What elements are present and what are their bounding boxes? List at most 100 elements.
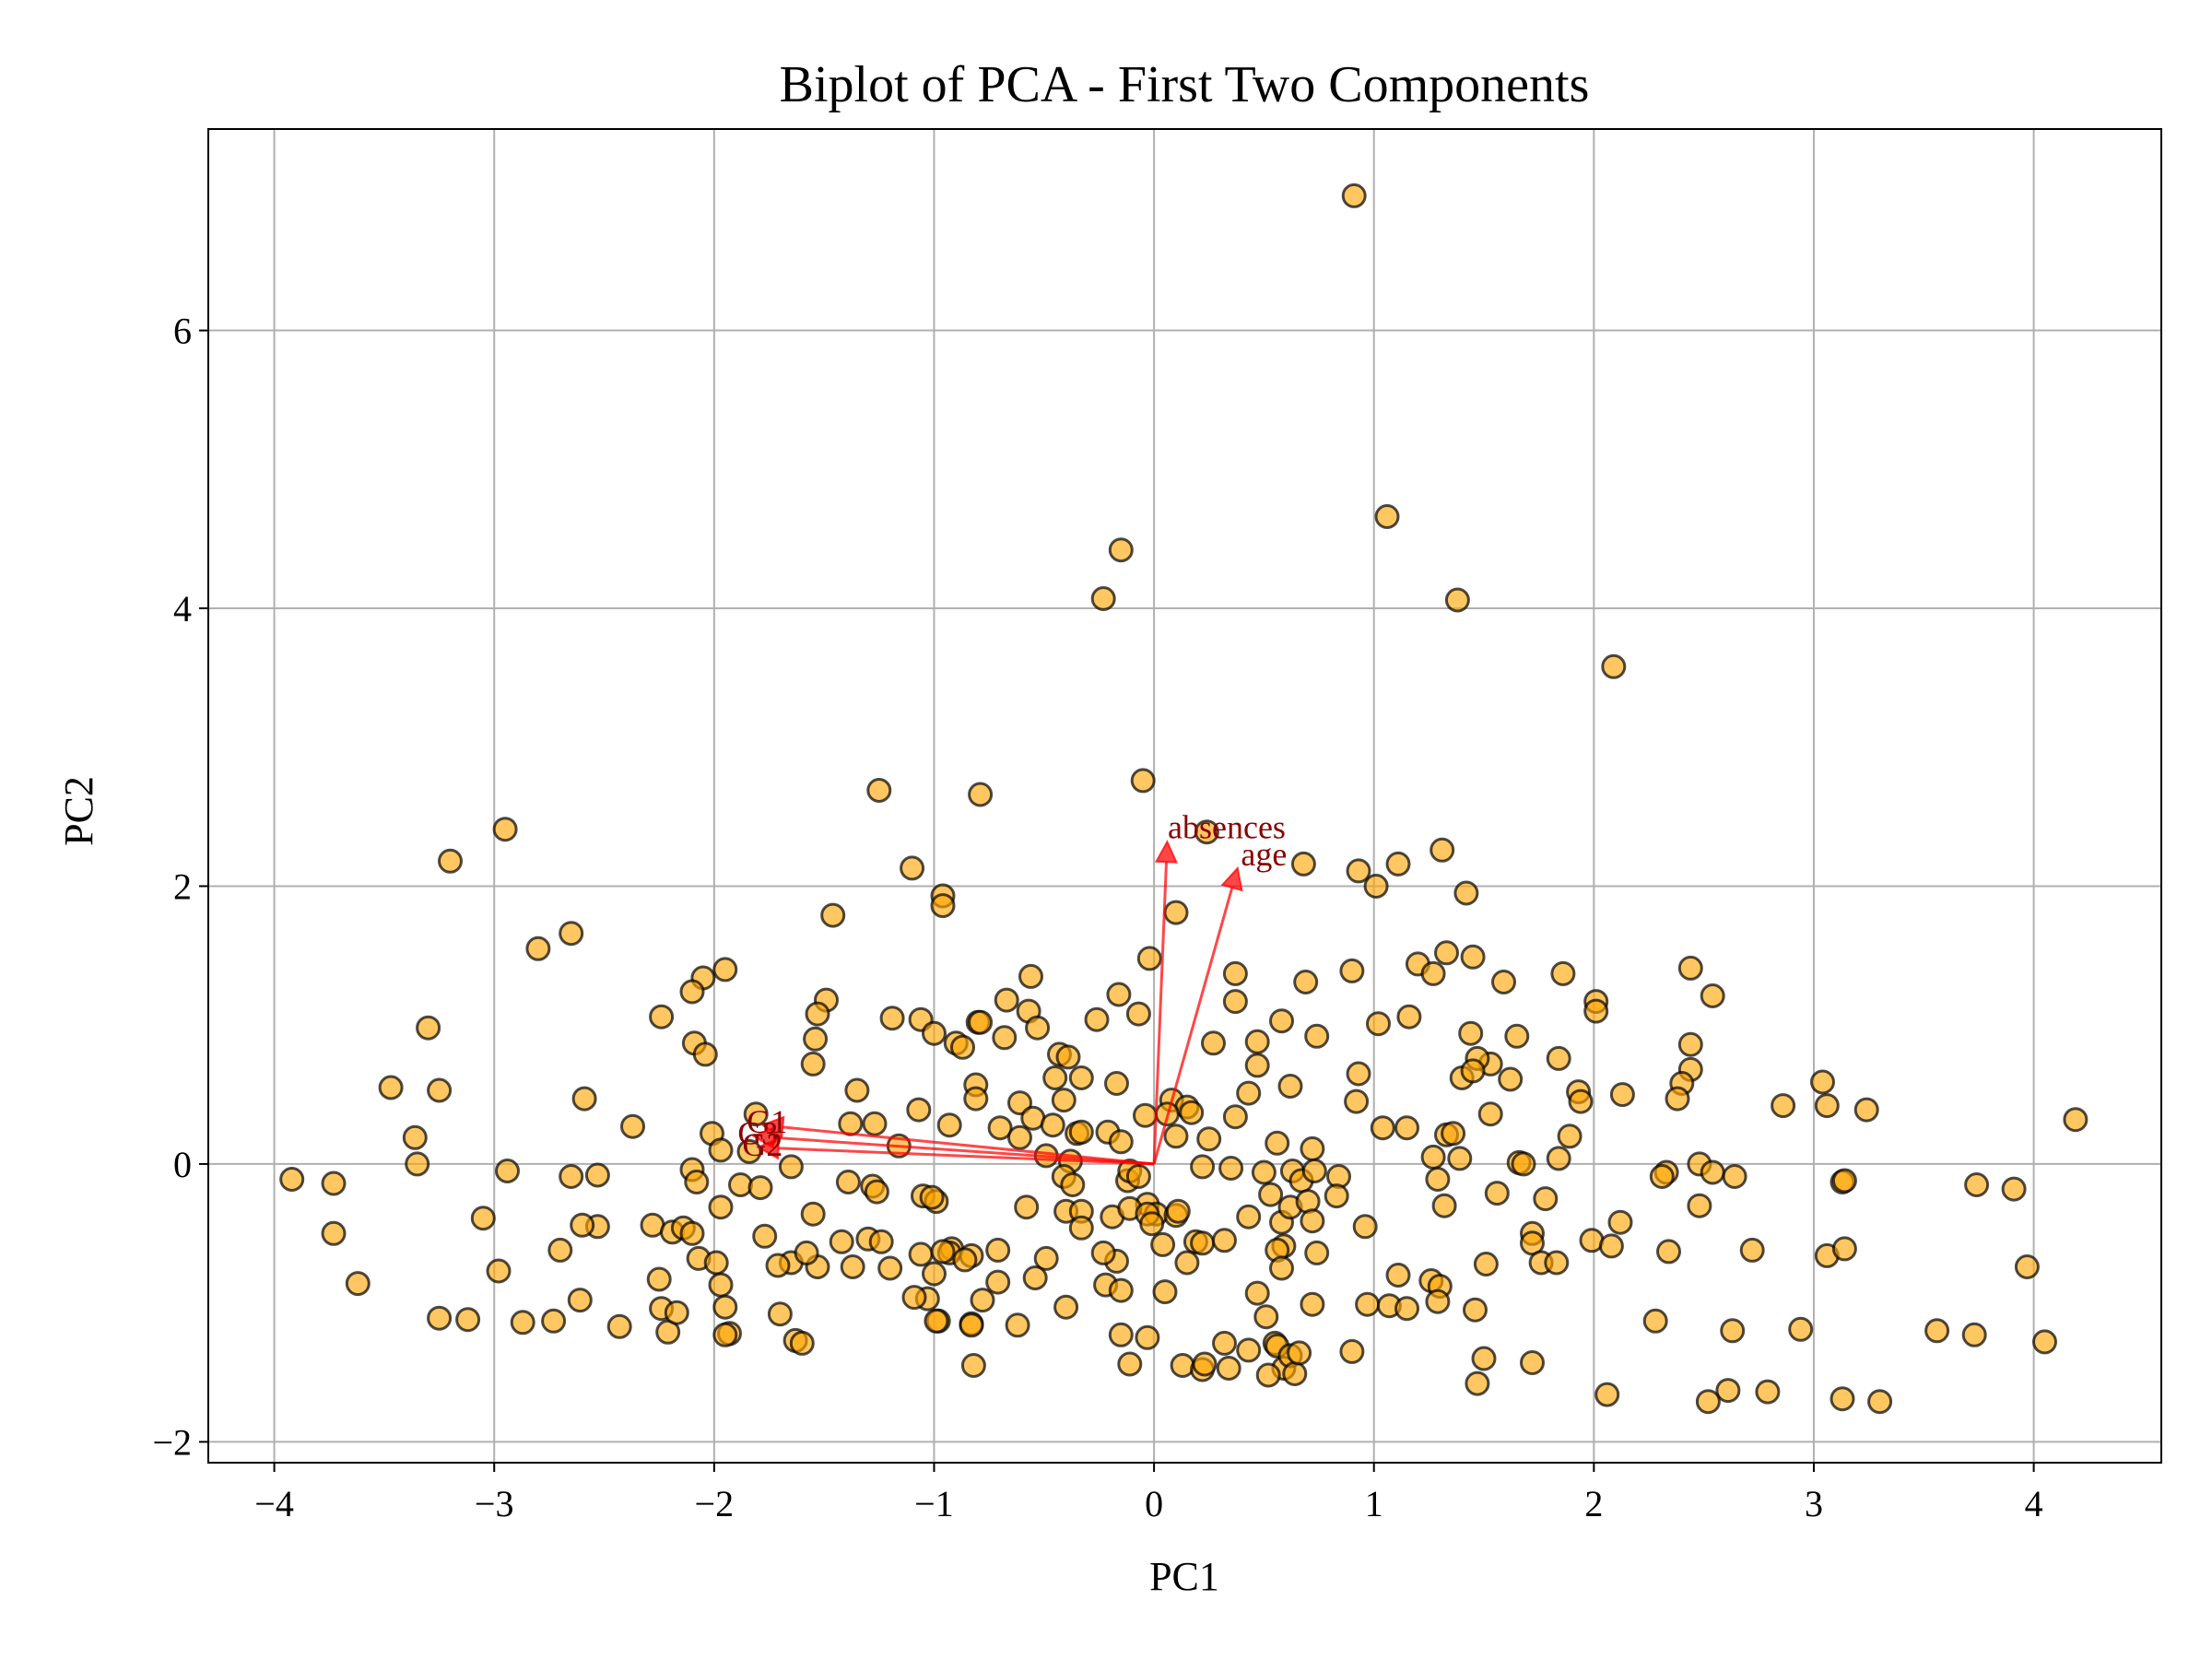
scatter-point — [968, 1009, 994, 1035]
scatter-point — [1269, 1255, 1294, 1281]
scatter-point — [1598, 1233, 1624, 1259]
scatter-point — [789, 1330, 815, 1356]
scatter-point — [416, 1015, 441, 1041]
scatter-point — [1460, 944, 1486, 970]
scatter-point — [1346, 1061, 1371, 1087]
scatter-point — [985, 1269, 1011, 1295]
scatter-point — [994, 987, 1019, 1013]
scatter-point — [1396, 1004, 1422, 1030]
scatter-point — [1771, 1093, 1796, 1119]
scatter-point — [684, 1170, 710, 1194]
scatter-point — [1194, 819, 1219, 845]
scatter-point — [1068, 1065, 1094, 1090]
scatter-point — [1491, 970, 1516, 994]
scatter-point — [1656, 1239, 1681, 1265]
scatter-point — [510, 1310, 535, 1335]
scatter-point — [1018, 963, 1043, 989]
scatter-point — [1344, 1088, 1370, 1114]
scatter-point — [1139, 1211, 1165, 1237]
scatter-point — [2063, 1107, 2088, 1133]
scatter-point — [1465, 1371, 1490, 1396]
scatter-point — [1550, 960, 1576, 986]
scatter-point — [321, 1220, 347, 1246]
scatter-point — [1700, 983, 1725, 1008]
scatter-point — [862, 1111, 888, 1136]
scatter-point — [708, 1137, 734, 1163]
scatter-point — [800, 1201, 826, 1227]
scatter-point — [1642, 1308, 1668, 1334]
x-tick-label: −4 — [254, 1483, 294, 1524]
scatter-point — [767, 1301, 793, 1327]
scatter-point — [1420, 1144, 1446, 1170]
scatter-point — [1425, 1167, 1451, 1192]
scatter-point — [1090, 1240, 1116, 1265]
scatter-point — [919, 1184, 945, 1210]
scatter-point — [1504, 1023, 1530, 1049]
scatter-point — [1830, 1386, 1855, 1412]
scatter-point — [712, 1322, 738, 1347]
y-tick-label: 4 — [173, 588, 192, 629]
scatter-point — [1007, 1124, 1032, 1150]
scatter-point — [1700, 1159, 1725, 1185]
scatter-point — [1394, 1296, 1419, 1322]
scatter-point — [703, 1250, 729, 1276]
scatter-point — [743, 1101, 769, 1127]
scatter-point — [1269, 1008, 1294, 1034]
scatter-point — [1218, 1156, 1244, 1181]
scatter-point — [1251, 1159, 1277, 1185]
scatter-point — [1557, 1124, 1583, 1149]
loading-label-absences: absences — [1168, 808, 1286, 845]
scatter-point — [1601, 653, 1627, 679]
scatter-point — [1546, 1146, 1571, 1171]
scatter-point — [1005, 1312, 1030, 1338]
scatter-point — [1125, 1164, 1151, 1189]
scatter-point — [820, 902, 846, 928]
scatter-point — [679, 1220, 705, 1246]
loading-arrowhead-absences — [1154, 839, 1179, 864]
scatter-point — [1163, 900, 1189, 925]
scatter-point — [1460, 1058, 1486, 1084]
scatter-point — [1222, 1104, 1248, 1130]
scatter-point — [1170, 1353, 1195, 1378]
scatter-point — [901, 1285, 927, 1311]
scatter-point — [992, 1025, 1018, 1051]
scatter-point — [378, 1075, 404, 1100]
scatter-point — [1477, 1101, 1503, 1127]
x-tick-label: 4 — [2025, 1483, 2043, 1524]
scatter-point — [1649, 1164, 1675, 1189]
scatter-point — [1810, 1069, 1835, 1095]
scatter-point — [1258, 1182, 1284, 1207]
scatter-point — [1040, 1112, 1065, 1138]
scatter-point — [321, 1171, 347, 1196]
scatter-point — [1125, 1001, 1151, 1027]
loading-arrow-G3 — [773, 1135, 1155, 1166]
scatter-point — [866, 778, 892, 803]
scatter-point — [900, 855, 925, 881]
scatter-point — [1453, 880, 1479, 906]
scatter-point — [1201, 1030, 1226, 1056]
scatter-point — [1033, 1245, 1059, 1271]
scatter-point — [1458, 1020, 1484, 1046]
plot-frame — [207, 128, 2162, 1464]
scatter-point — [1108, 1322, 1134, 1347]
scatter-point — [1374, 504, 1400, 529]
scatter-point — [924, 1308, 949, 1334]
scatter-point — [1022, 1265, 1048, 1290]
scatter-point — [1677, 955, 1703, 981]
scatter-point — [963, 1086, 989, 1112]
scatter-point — [1163, 1124, 1189, 1149]
scatter-point — [1607, 1209, 1633, 1235]
scatter-point — [1471, 1346, 1497, 1371]
scatter-point — [584, 1162, 610, 1188]
scatter-point — [778, 1154, 804, 1180]
loading-label-G2: G2 — [742, 1126, 782, 1163]
scatter-point — [1068, 1119, 1094, 1145]
scatter-point — [1346, 858, 1371, 884]
scatter-point — [1300, 1208, 1325, 1234]
scatter-point — [1236, 1337, 1262, 1363]
scatter-point — [1174, 1250, 1200, 1276]
scatter-point — [470, 1206, 496, 1231]
scatter-point — [970, 1288, 995, 1313]
